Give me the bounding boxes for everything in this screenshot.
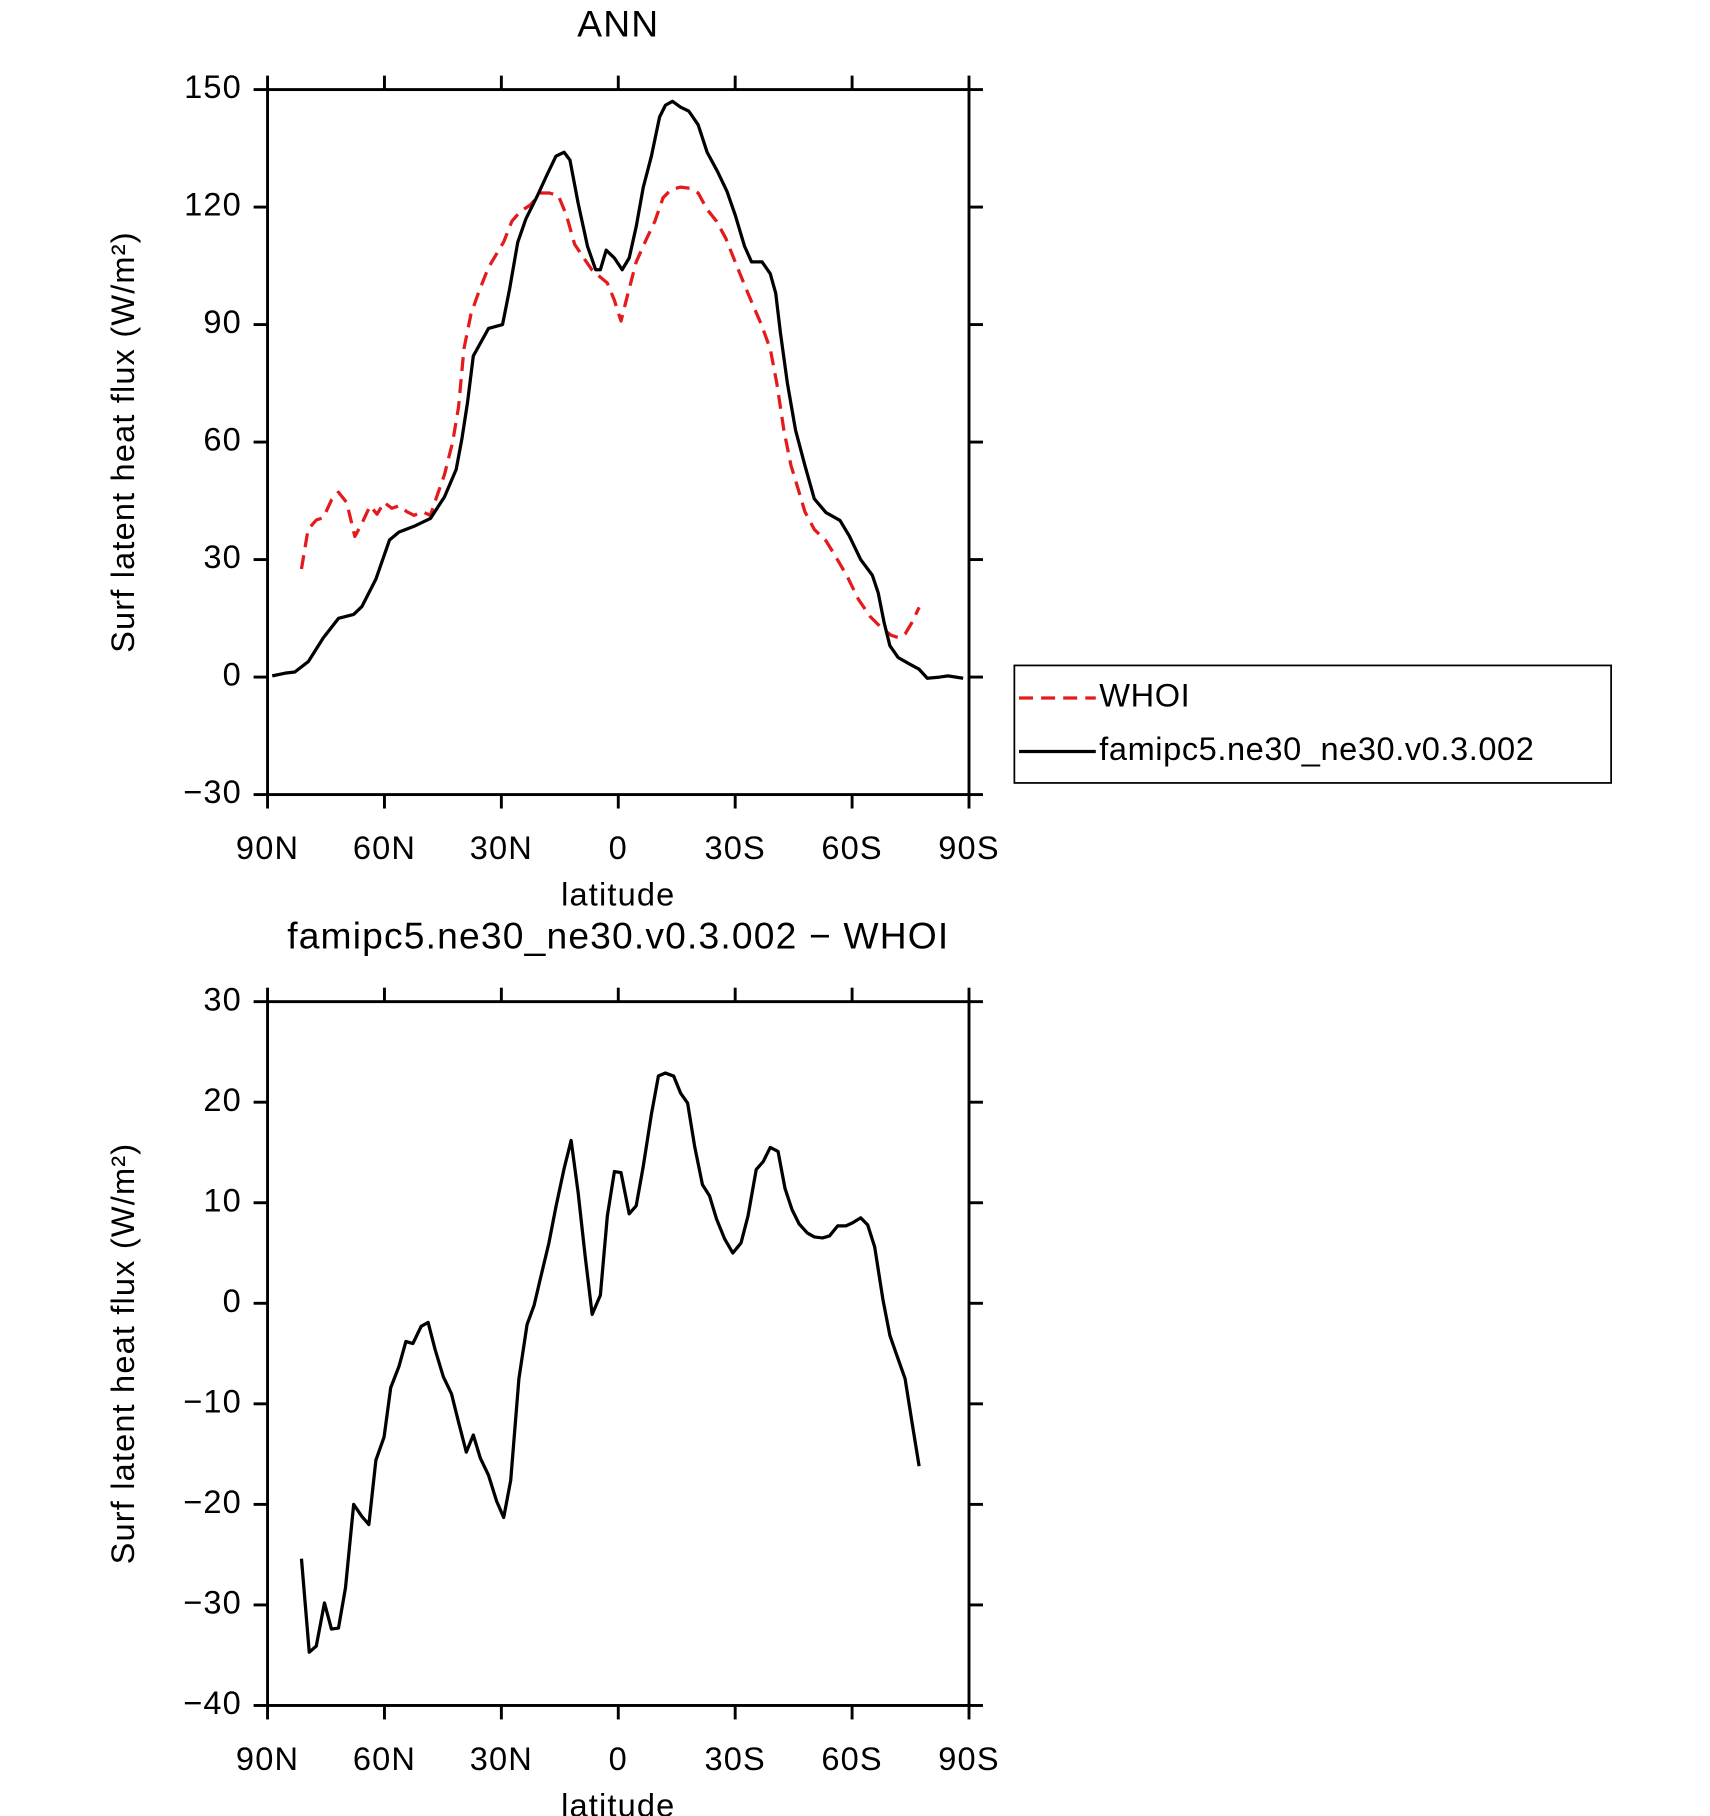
- chart-title: famipc5.ne30_ne30.v0.3.002 − WHOI: [287, 915, 949, 957]
- series-line: [299, 185, 921, 640]
- y-tick-label: −40: [183, 1685, 242, 1721]
- y-tick-label: 30: [203, 981, 242, 1017]
- x-tick-label: 0: [609, 830, 628, 866]
- y-tick-label: 0: [223, 657, 242, 693]
- x-tick-label: 60S: [821, 830, 882, 866]
- series-line: [299, 1071, 921, 1654]
- x-tick-label: 60S: [821, 1741, 882, 1777]
- y-tick-label: 90: [203, 304, 242, 340]
- series-line: [271, 99, 964, 680]
- y-axis-label: Surf latent heat flux (W/m²): [105, 231, 141, 653]
- y-tick-label: −10: [183, 1383, 242, 1419]
- x-axis-label: latitude: [561, 877, 675, 913]
- y-tick-label: 10: [203, 1182, 242, 1218]
- y-tick-label: −20: [183, 1484, 242, 1520]
- plot-frame: [266, 1000, 971, 1707]
- y-tick-label: 20: [203, 1082, 242, 1118]
- chart-title: ANN: [577, 3, 659, 45]
- x-tick-label: 90N: [236, 830, 299, 866]
- plot-frame: [266, 88, 971, 797]
- x-tick-label: 0: [609, 1741, 628, 1777]
- y-tick-label: −30: [183, 774, 242, 810]
- x-tick-label: 30N: [470, 830, 533, 866]
- y-tick-label: 150: [184, 69, 242, 105]
- x-tick-label: 30N: [470, 1741, 533, 1777]
- x-tick-label: 90S: [938, 1741, 999, 1777]
- y-tick-label: 60: [203, 422, 242, 458]
- y-axis-label: Surf latent heat flux (W/m²): [105, 1143, 141, 1565]
- y-tick-label: 120: [184, 187, 242, 223]
- legend-box: [1013, 664, 1612, 784]
- x-tick-label: 90S: [938, 830, 999, 866]
- legend-label: famipc5.ne30_ne30.v0.3.002: [1099, 731, 1534, 767]
- x-tick-label: 60N: [353, 830, 416, 866]
- x-axis-label: latitude: [561, 1787, 675, 1816]
- y-tick-label: 30: [203, 539, 242, 575]
- x-tick-label: 90N: [236, 1741, 299, 1777]
- y-tick-label: −30: [183, 1585, 242, 1621]
- x-tick-label: 30S: [704, 1741, 765, 1777]
- y-tick-label: 0: [223, 1283, 242, 1319]
- x-tick-label: 30S: [704, 830, 765, 866]
- legend-label: WHOI: [1099, 678, 1190, 714]
- x-tick-label: 60N: [353, 1741, 416, 1777]
